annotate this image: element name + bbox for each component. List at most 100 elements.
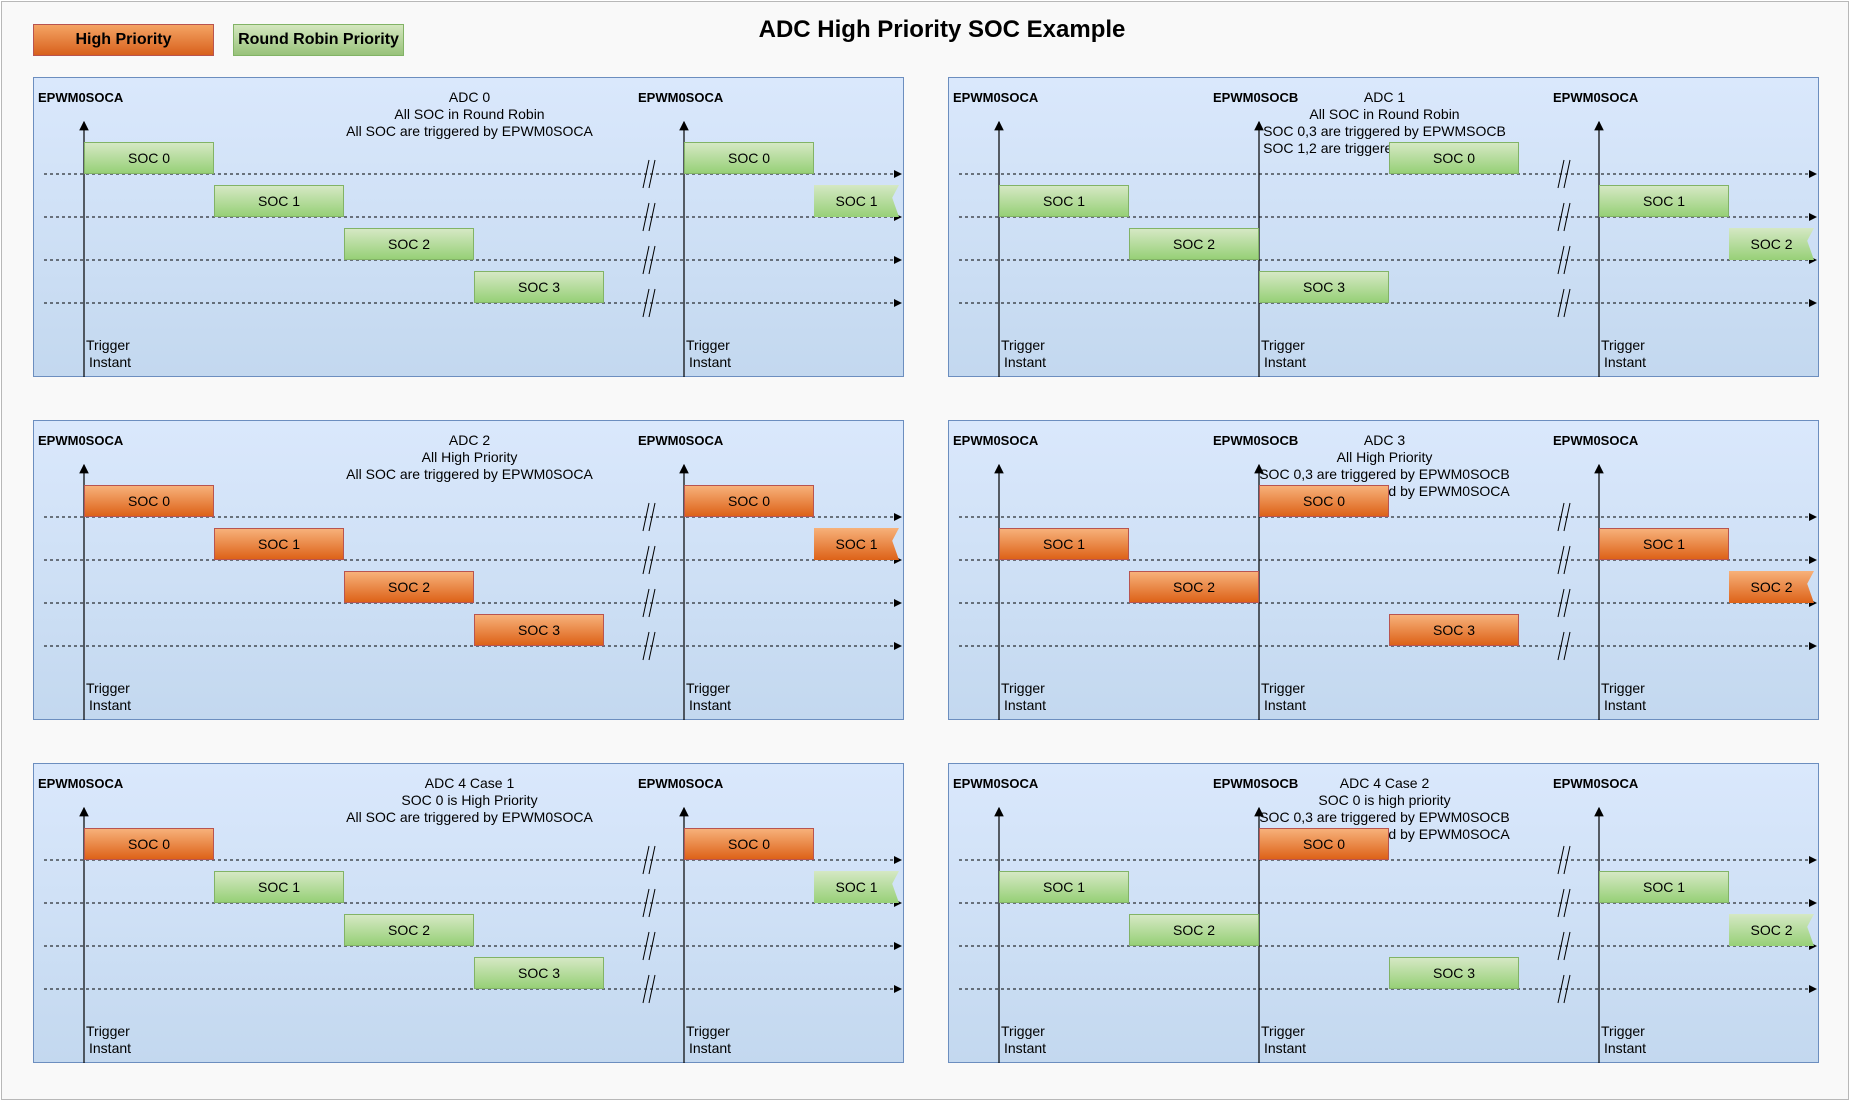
panel-title: ADC 1 All SOC in Round Robin SOC 0,3 are t… (949, 89, 1820, 157)
timeline-lines (44, 120, 902, 377)
panel-title-line: SOC 0,3 are triggered by EPWM0SOCB (1259, 466, 1510, 482)
soc-block: SOC 0 (1389, 142, 1519, 174)
break-mark (642, 245, 650, 275)
panel-title-line: All SOC in Round Robin (394, 106, 545, 122)
break-mark (648, 245, 656, 275)
trigger-label: EPWM0SOCA (953, 433, 1039, 448)
trigger-instant-word: Instant (1004, 697, 1047, 713)
break-mark (1563, 245, 1571, 275)
break-mark (1563, 202, 1571, 232)
break-mark (642, 931, 650, 961)
panel-title-line: All SOC are triggered by EPWM0SOCA (346, 123, 593, 139)
trigger-instant-label: Trigger Instant (1261, 1023, 1306, 1057)
soc-block: SOC 1 (214, 185, 344, 217)
soc-block: SOC 3 (474, 271, 604, 303)
panel-title-line: SOC 0 is High Priority (401, 792, 538, 808)
panel-title-line: SOC 0 is high priority (1318, 792, 1451, 808)
trigger-instant-word: Trigger (86, 337, 130, 353)
soc-block: SOC 1 (814, 528, 899, 560)
trigger-instant-word: Instant (1604, 354, 1647, 370)
soc-block: SOC 2 (1129, 914, 1259, 946)
break-mark (648, 931, 656, 961)
trigger-instant-word: Instant (689, 354, 732, 370)
panel-title-line: All High Priority (421, 449, 518, 465)
break-mark (642, 974, 650, 1004)
soc-block: SOC 2 (1129, 228, 1259, 260)
soc-block: SOC 0 (684, 485, 814, 517)
adc-panel: ADC 1 All SOC in Round Robin SOC 0,3 are t… (948, 77, 1819, 377)
panel-title-line: SOC 0,3 are triggered by EPWMSOCB (1263, 123, 1506, 139)
trigger-instant-word: Instant (1264, 697, 1307, 713)
panel-title-line: SOC 1,2 are triggered by EPWMSOCA (1263, 140, 1506, 156)
break-mark (1563, 845, 1571, 875)
break-mark (648, 631, 656, 661)
soc-block: SOC 1 (1599, 871, 1729, 903)
trigger-label: EPWM0SOCA (953, 90, 1039, 105)
soc-block: SOC 3 (474, 957, 604, 989)
trigger-instant-word: Trigger (86, 1023, 130, 1039)
soc-block: SOC 1 (1599, 185, 1729, 217)
soc-block: SOC 3 (1389, 614, 1519, 646)
trigger-instant-word: Instant (689, 697, 732, 713)
soc-block: SOC 3 (1259, 271, 1389, 303)
panel-title-line: All SOC in Round Robin (1309, 106, 1460, 122)
panel-title-line: All High Priority (1336, 449, 1433, 465)
panel-title: ADC 2 All High Priority All SOC are trigge… (34, 432, 905, 483)
trigger-instant-label: Trigger Instant (686, 337, 731, 371)
trigger-label: EPWM0SOCA (638, 90, 724, 105)
legend-high-priority: High Priority (33, 24, 214, 56)
break-mark (1563, 888, 1571, 918)
soc-block: SOC 0 (684, 142, 814, 174)
break-mark (642, 159, 650, 189)
break-mark (1563, 974, 1571, 1004)
trigger-instant-word: Trigger (86, 680, 130, 696)
soc-block: SOC 3 (474, 614, 604, 646)
trigger-instant-word: Instant (1604, 1040, 1647, 1056)
break-mark (1563, 931, 1571, 961)
soc-block: SOC 2 (1729, 571, 1814, 603)
panel-title-line: SOC 0,3 are triggered by EPWM0SOCB (1259, 809, 1510, 825)
soc-block: SOC 2 (1729, 228, 1814, 260)
break-mark (1557, 974, 1565, 1004)
trigger-instant-label: Trigger Instant (1601, 1023, 1646, 1057)
adc-panel: ADC 3 All High Priority SOC 0,3 are trigge… (948, 420, 1819, 720)
soc-block: SOC 0 (1259, 828, 1389, 860)
trigger-instant-label: Trigger Instant (686, 680, 731, 714)
trigger-instant-label: Trigger Instant (1261, 680, 1306, 714)
panel-title: ADC 0 All SOC in Round Robin All SOC are t… (34, 89, 905, 140)
trigger-instant-word: Instant (89, 697, 132, 713)
trigger-instant-word: Trigger (1001, 680, 1045, 696)
soc-block: SOC 2 (1129, 571, 1259, 603)
break-mark (648, 588, 656, 618)
break-mark (642, 888, 650, 918)
trigger-instant-label: Trigger Instant (1601, 337, 1646, 371)
trigger-label: EPWM0SOCA (953, 776, 1039, 791)
break-mark (1557, 288, 1565, 318)
panel-title-line: ADC 4 Case 2 (1339, 775, 1430, 791)
trigger-instant-word: Instant (89, 354, 132, 370)
trigger-instant-word: Instant (1004, 354, 1047, 370)
panel-title-line: ADC 0 (448, 89, 491, 105)
panel-title-line: ADC 3 (1363, 432, 1406, 448)
trigger-instant-label: Trigger Instant (1001, 680, 1046, 714)
break-mark (642, 202, 650, 232)
page-title: ADC High Priority SOC Example (758, 16, 1126, 43)
trigger-instant-word: Trigger (1261, 1023, 1305, 1039)
trigger-label: EPWM0SOCA (1553, 776, 1639, 791)
break-mark (648, 202, 656, 232)
trigger-instant-label: Trigger Instant (1001, 1023, 1046, 1057)
soc-block: SOC 1 (814, 185, 899, 217)
panel-title-line: ADC 1 (1363, 89, 1406, 105)
break-mark (648, 502, 656, 532)
trigger-instant-word: Trigger (1601, 680, 1645, 696)
soc-block: SOC 2 (344, 228, 474, 260)
break-mark (648, 545, 656, 575)
adc-panel: ADC 0 All SOC in Round Robin All SOC are t… (33, 77, 904, 377)
trigger-instant-word: Trigger (1261, 337, 1305, 353)
trigger-instant-word: Trigger (1261, 680, 1305, 696)
trigger-instant-word: Instant (89, 1040, 132, 1056)
break-mark (1563, 545, 1571, 575)
trigger-label: EPWM0SOCA (638, 776, 724, 791)
break-mark (642, 845, 650, 875)
trigger-instant-word: Trigger (1601, 1023, 1645, 1039)
